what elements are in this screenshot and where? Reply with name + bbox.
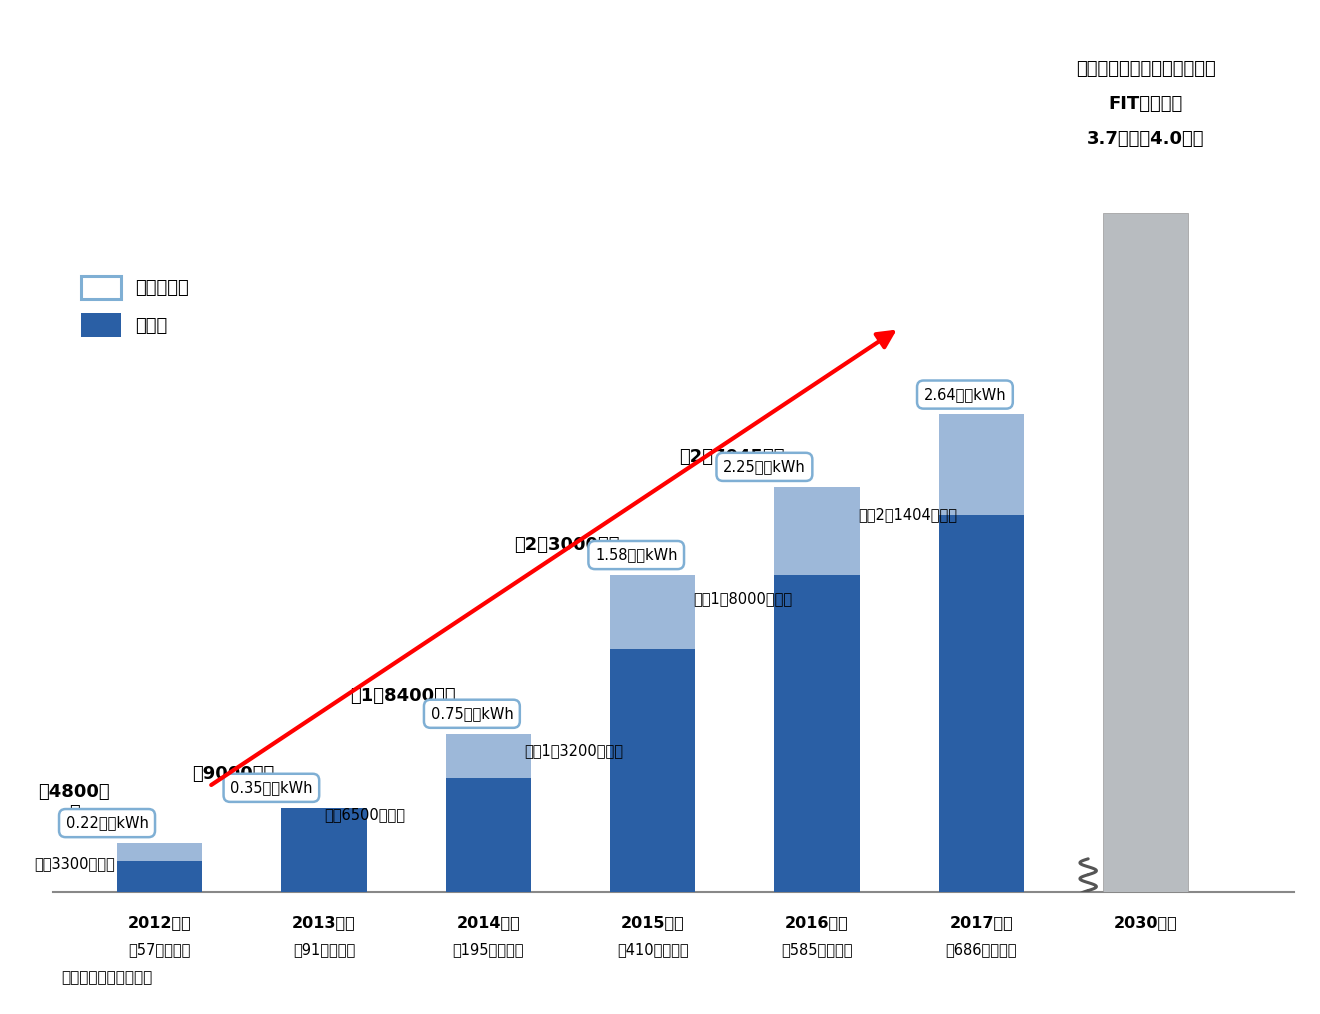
Text: （585円／月）: （585円／月） (781, 942, 853, 956)
Text: 0.75円／kWh: 0.75円／kWh (430, 707, 513, 721)
Text: 2.25円／kWh: 2.25円／kWh (723, 459, 805, 475)
Text: （約2兆1404億円）: （約2兆1404億円） (858, 507, 957, 522)
Text: （約1兆8000億円）: （約1兆8000億円） (693, 591, 792, 606)
Text: （91円／月）: （91円／月） (293, 942, 355, 956)
Text: （約3300億円）: （約3300億円） (34, 856, 115, 871)
Bar (117, 843, 202, 861)
Text: 2.64円／kWh: 2.64円／kWh (924, 387, 1006, 403)
Bar (939, 415, 1024, 515)
Text: 3.7兆円～4.0兆円: 3.7兆円～4.0兆円 (1086, 130, 1204, 148)
Text: 2013年度: 2013年度 (292, 916, 356, 930)
Text: 2012年度: 2012年度 (128, 916, 191, 930)
Text: エネルギーミックスにおける: エネルギーミックスにおける (1076, 60, 1216, 78)
Text: 0.22円／kWh: 0.22円／kWh (66, 815, 148, 830)
Bar (446, 733, 531, 778)
Text: FIT買取費用: FIT買取費用 (1109, 95, 1183, 113)
Bar (117, 861, 202, 892)
Text: 約2兆3000億円: 約2兆3000億円 (515, 535, 620, 554)
Text: 0.35円／kWh: 0.35円／kWh (230, 781, 313, 795)
Text: 2017年度: 2017年度 (949, 916, 1014, 930)
Text: （410円／月）: （410円／月） (616, 942, 689, 956)
Bar (1104, 213, 1188, 892)
Bar (610, 649, 696, 892)
Bar (446, 778, 531, 892)
Text: （約1兆3200億円）: （約1兆3200億円） (524, 743, 623, 758)
Bar (775, 575, 859, 892)
Text: 2014年度: 2014年度 (457, 916, 520, 930)
Text: （約6500億円）: （約6500億円） (325, 807, 405, 821)
Legend: 賦課金単価, 賦課金: 賦課金単価, 賦課金 (74, 269, 197, 344)
Bar (281, 808, 367, 892)
Bar (610, 575, 696, 649)
Text: （57円／月）: （57円／月） (128, 942, 191, 956)
Text: （195円／月）: （195円／月） (453, 942, 524, 956)
Text: 標準家庭の月額負担額: 標準家庭の月額負担額 (61, 970, 152, 985)
Text: 1.58円／kWh: 1.58円／kWh (595, 548, 677, 563)
Text: 2015年度: 2015年度 (620, 916, 685, 930)
Text: 2016年度: 2016年度 (785, 916, 849, 930)
Text: 約4800億
円: 約4800億 円 (38, 783, 110, 821)
Text: 約1兆8400億円: 約1兆8400億円 (350, 687, 455, 706)
Text: 約9000億円: 約9000億円 (193, 765, 275, 783)
Text: （686円／月）: （686円／月） (945, 942, 1018, 956)
Bar (775, 487, 859, 575)
Bar (939, 515, 1024, 892)
Text: 約2兆7045億円: 約2兆7045億円 (678, 447, 784, 465)
Text: 2030年度: 2030年度 (1114, 916, 1177, 930)
